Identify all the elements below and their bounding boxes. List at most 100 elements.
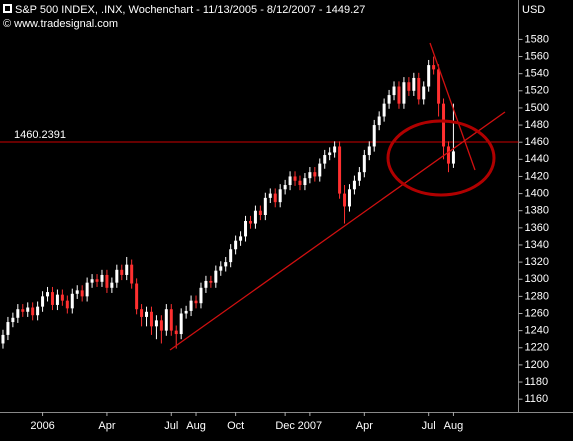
candle-body <box>273 193 277 203</box>
candle-body <box>253 210 257 224</box>
candle-body <box>1 334 5 344</box>
candle-body <box>318 163 322 177</box>
candle-body <box>199 287 203 304</box>
candle-body <box>442 103 446 147</box>
candle-body <box>392 86 396 96</box>
candle-body <box>100 274 104 282</box>
candle-body <box>169 309 173 331</box>
candle-body <box>402 82 406 104</box>
candle-body <box>372 125 376 147</box>
candle-body <box>362 155 366 173</box>
candle-body <box>120 269 124 275</box>
candle-body <box>387 95 391 104</box>
candle-body <box>130 264 134 284</box>
candle-body <box>298 180 302 186</box>
candle-body <box>397 86 401 104</box>
candle-body <box>21 309 25 312</box>
y-tick-label: 1460 <box>525 136 549 148</box>
plot: 1160 1180 1200 1220 1240 1260 1280 1300 1320 1340… <box>0 33 549 432</box>
x-tick-label: Dec <box>275 420 295 432</box>
y-tick-label: 1360 <box>525 222 549 234</box>
y-tick-label: 1500 <box>525 102 549 114</box>
candle-body <box>11 317 15 323</box>
candle-body <box>229 249 233 263</box>
candle-body <box>451 151 455 164</box>
candle-body <box>60 294 64 301</box>
y-tick-label: 1440 <box>525 153 549 165</box>
x-tick-label: 2006 <box>30 420 54 432</box>
candle-body <box>204 280 208 288</box>
candle-body <box>338 146 342 194</box>
candle-body <box>179 313 183 335</box>
candle-body <box>283 185 287 190</box>
candle-body <box>263 197 267 215</box>
y-tick-label: 1380 <box>525 205 549 217</box>
candle-body <box>135 283 139 310</box>
candle-body <box>46 292 50 297</box>
candle-body <box>125 264 129 275</box>
y-tick-label: 1160 <box>525 393 549 405</box>
candle-body <box>85 282 89 297</box>
candle-body <box>50 292 54 305</box>
candle-body <box>278 189 282 203</box>
candle-body <box>239 236 243 241</box>
candle-body <box>174 330 178 335</box>
y-tick-label: 1200 <box>525 359 549 371</box>
horizontal-line-label: 1460.2391 <box>14 129 66 141</box>
candle-body <box>41 296 45 307</box>
x-tick-label: Jul <box>164 420 178 432</box>
candle-body <box>95 279 99 282</box>
trend-line <box>429 42 476 171</box>
candle-body <box>75 290 79 294</box>
candle-body <box>417 77 421 100</box>
y-tick-label: 1560 <box>525 50 549 62</box>
x-tick-label: Apr <box>98 420 115 432</box>
candle-body <box>293 176 297 181</box>
candle-body <box>154 320 158 327</box>
y-tick-label: 1340 <box>525 239 549 251</box>
candle-body <box>70 293 74 309</box>
x-tick-label: Aug <box>444 420 464 432</box>
y-tick-label: 1580 <box>525 33 549 45</box>
y-tick-label: 1540 <box>525 68 549 80</box>
candle-body <box>209 280 213 283</box>
candle-body <box>333 146 337 153</box>
candle-body <box>159 320 163 331</box>
candle-body <box>377 116 381 126</box>
candle-body <box>234 240 238 250</box>
x-tick-label: Jul <box>422 420 436 432</box>
candle-body <box>268 193 272 198</box>
y-tick-label: 1280 <box>525 290 549 302</box>
candle-body <box>367 146 371 156</box>
y-tick-label: 1260 <box>525 307 549 319</box>
y-tick-label: 1220 <box>525 342 549 354</box>
chart-title: S&P 500 INDEX, .INX, Wochenchart - 11/13… <box>15 4 365 16</box>
candle-body <box>36 306 40 316</box>
candle-body <box>432 65 436 70</box>
candle-body <box>90 279 94 283</box>
candle-body <box>352 180 356 190</box>
candle-body <box>115 269 119 283</box>
candle-body <box>248 220 252 224</box>
y-tick-label: 1240 <box>525 325 549 337</box>
candle-body <box>288 176 292 186</box>
candle-body <box>308 172 312 179</box>
candle-body <box>65 300 69 309</box>
candle-body <box>244 220 248 237</box>
x-tick-label: 2007 <box>298 420 322 432</box>
candle-body <box>258 210 262 215</box>
x-tick-label: Oct <box>227 420 244 432</box>
candle-body <box>343 193 347 207</box>
candle-body <box>323 155 327 164</box>
candle-body <box>80 290 84 297</box>
y-tick-label: 1300 <box>525 273 549 285</box>
y-tick-label: 1520 <box>525 85 549 97</box>
candle-body <box>16 309 20 318</box>
candle-body <box>105 274 109 288</box>
y-axis-label: USD <box>522 4 545 16</box>
candle-body <box>313 172 317 177</box>
candle-body <box>412 77 416 91</box>
